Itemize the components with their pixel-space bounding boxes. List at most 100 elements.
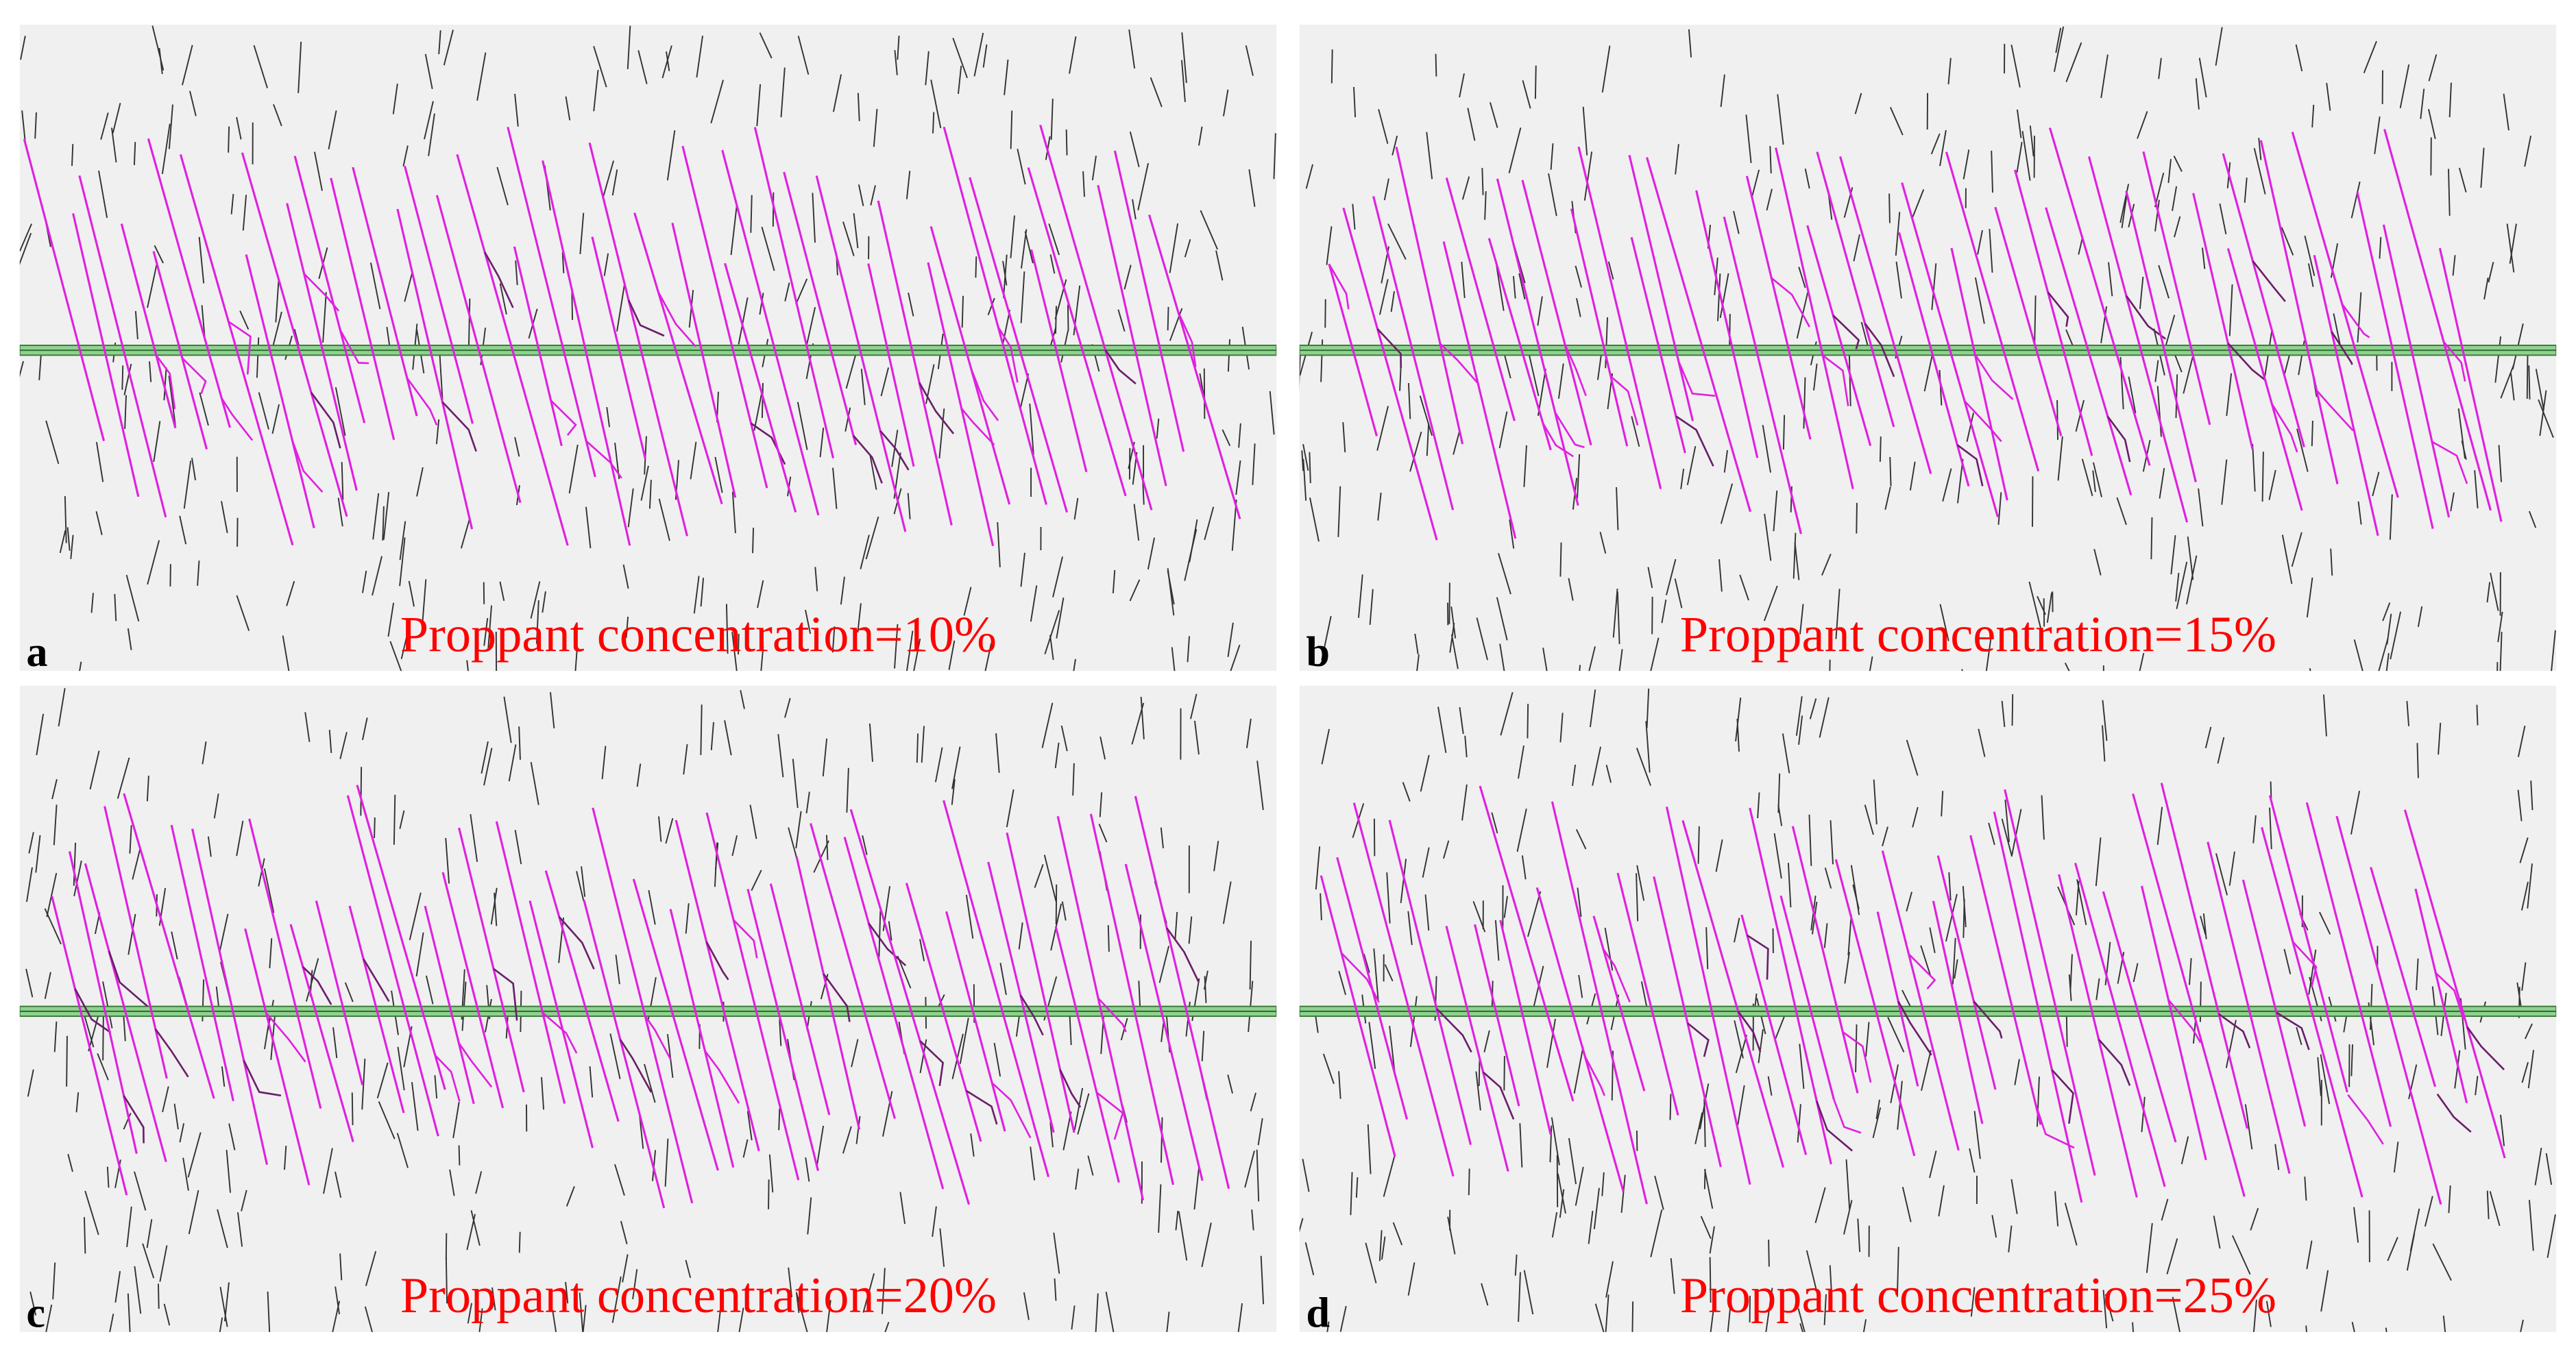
hydraulic-fracture [1342, 207, 1438, 541]
natural-fracture [951, 746, 961, 789]
natural-fracture [1991, 1215, 1997, 1238]
natural-fracture [2486, 582, 2491, 603]
natural-fracture [2065, 42, 2082, 82]
natural-fracture [514, 93, 519, 127]
natural-fracture [2092, 462, 2102, 497]
hydraulic-fracture [1816, 151, 1895, 428]
natural-fracture [1091, 156, 1097, 181]
natural-fracture [1107, 925, 1110, 952]
natural-fracture [1720, 74, 1725, 108]
hydraulic-fracture [2045, 207, 2133, 496]
natural-fracture [374, 817, 376, 839]
natural-fracture [1582, 106, 1588, 156]
fracture-branch [960, 408, 995, 446]
hydraulic-fracture [943, 800, 1050, 1177]
natural-fracture [1001, 309, 1011, 347]
natural-fracture [1073, 658, 1076, 672]
fracture-branch [2341, 303, 2370, 338]
fracture-branch [2347, 1094, 2384, 1145]
natural-fracture [1715, 839, 1723, 872]
natural-fracture [1895, 212, 1901, 256]
natural-fracture [772, 192, 775, 227]
natural-fracture [36, 713, 45, 756]
natural-fracture [2283, 948, 2292, 974]
natural-fracture [397, 1046, 405, 1091]
natural-fracture [846, 767, 849, 813]
natural-fracture [2322, 694, 2327, 737]
natural-fracture [760, 646, 764, 672]
natural-fracture [2253, 1299, 2257, 1332]
natural-fracture [840, 576, 845, 605]
natural-fracture [284, 1145, 287, 1170]
natural-fracture [416, 467, 424, 497]
natural-fracture [1426, 423, 1430, 456]
natural-fracture [2176, 561, 2188, 609]
natural-fracture [784, 698, 791, 718]
natural-fracture [1174, 911, 1178, 940]
natural-fracture [1129, 131, 1140, 167]
fracture-branch [1609, 376, 1639, 426]
natural-fracture [241, 1190, 247, 1211]
natural-fracture [1887, 1017, 1905, 1053]
hydraulic-fracture [72, 213, 140, 497]
hydraulic-fracture [2140, 885, 2207, 1161]
natural-fracture [566, 1186, 575, 1207]
natural-fracture [731, 491, 736, 534]
natural-fracture [2095, 837, 2102, 887]
natural-fracture [2226, 373, 2233, 417]
natural-fracture [27, 1069, 34, 1097]
natural-fracture [606, 407, 611, 428]
natural-fracture [1034, 863, 1044, 888]
natural-fracture [1021, 229, 1028, 269]
hydraulic-fracture [1839, 156, 1932, 474]
natural-fracture [332, 1301, 341, 1332]
fracture-branch [1584, 1056, 1606, 1096]
natural-fracture [1737, 1085, 1745, 1125]
natural-fracture [154, 245, 164, 264]
natural-fracture [404, 271, 413, 302]
natural-fracture [2390, 611, 2402, 660]
natural-fracture [2219, 203, 2227, 235]
natural-fracture [1320, 893, 1322, 920]
natural-fracture [1757, 792, 1760, 818]
natural-fracture [2428, 109, 2436, 139]
hydraulic-fracture [1950, 247, 2008, 501]
fracture-branch [221, 397, 254, 441]
natural-fracture [168, 376, 176, 426]
natural-fracture [1559, 1189, 1565, 1218]
natural-fracture [805, 791, 810, 814]
hydraulic-fracture [1665, 807, 1751, 1185]
natural-fracture [550, 692, 555, 729]
natural-fracture [1049, 635, 1054, 661]
natural-fracture [1447, 1216, 1456, 1255]
natural-fracture [2432, 1243, 2452, 1281]
natural-fracture [884, 1322, 890, 1332]
natural-fracture [1710, 1290, 1717, 1332]
natural-fracture [1072, 763, 1075, 796]
natural-fracture [1363, 953, 1370, 973]
natural-fracture [153, 421, 161, 463]
natural-fracture [724, 719, 732, 756]
hydraulic-fracture [2305, 802, 2392, 1127]
natural-fracture [860, 369, 866, 406]
natural-fracture [1158, 1184, 1162, 1233]
natural-fracture [2166, 1238, 2178, 1275]
hydraulic-fracture [1653, 876, 1722, 1168]
fracture-branch [339, 329, 369, 365]
natural-fracture [2133, 963, 2139, 983]
natural-fracture [934, 747, 943, 783]
natural-fracture [275, 279, 280, 323]
natural-fracture [1527, 351, 1540, 397]
natural-fracture [2378, 637, 2389, 672]
natural-fracture [402, 145, 409, 167]
hydraulic-fracture [1027, 167, 1127, 497]
natural-fracture [228, 126, 230, 153]
natural-fracture [1575, 265, 1582, 288]
natural-fracture [1734, 918, 1740, 943]
natural-fracture [2486, 1190, 2490, 1220]
natural-fracture [2503, 93, 2510, 131]
natural-fracture [2535, 369, 2544, 410]
fracture-branch [2331, 331, 2353, 365]
natural-fracture [2416, 958, 2419, 991]
